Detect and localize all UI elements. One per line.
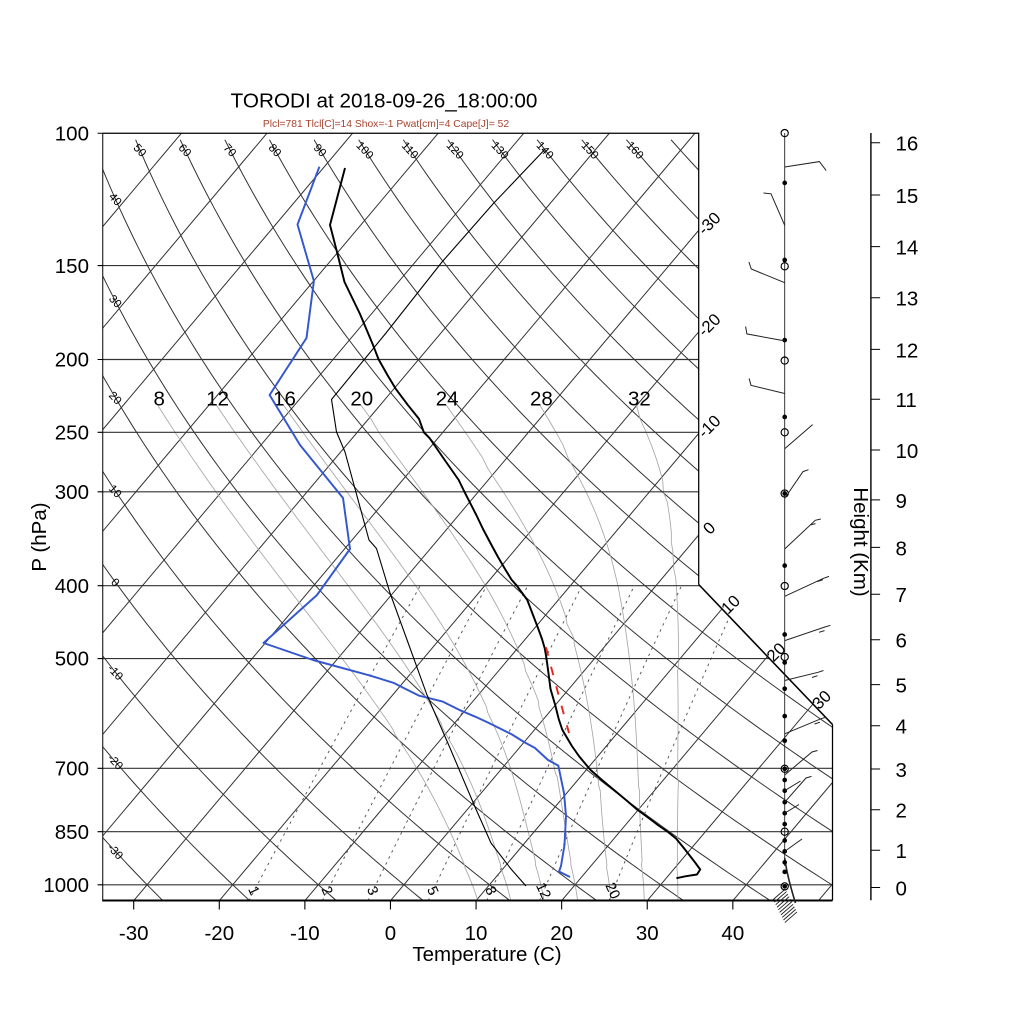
svg-text:8: 8 (896, 537, 907, 560)
svg-text:40: 40 (721, 922, 744, 945)
svg-text:200: 200 (55, 349, 89, 372)
svg-text:Temperature (C): Temperature (C) (412, 943, 561, 966)
svg-text:9: 9 (896, 490, 907, 513)
svg-text:20: 20 (601, 880, 622, 901)
svg-text:7: 7 (896, 584, 907, 607)
svg-text:15: 15 (896, 185, 919, 208)
svg-text:150: 150 (55, 255, 89, 278)
svg-text:TORODI at 2018-09-26_18:00:00: TORODI at 2018-09-26_18:00:00 (231, 90, 538, 113)
svg-text:-20: -20 (204, 922, 234, 945)
svg-text:850: 850 (55, 821, 89, 844)
svg-text:12: 12 (206, 387, 229, 410)
svg-text:100: 100 (55, 122, 89, 145)
svg-text:14: 14 (896, 237, 919, 260)
svg-text:Height (Km): Height (Km) (849, 487, 872, 596)
svg-text:24: 24 (436, 387, 459, 410)
svg-text:12: 12 (532, 880, 553, 901)
svg-text:Plcl=781 Tlcl[C]=14 Shox=-1 Pw: Plcl=781 Tlcl[C]=14 Shox=-1 Pwat[cm]=4 C… (263, 119, 509, 130)
svg-text:2: 2 (896, 800, 907, 823)
svg-text:20: 20 (350, 387, 373, 410)
svg-text:16: 16 (273, 387, 296, 410)
svg-text:12: 12 (896, 339, 919, 362)
svg-text:4: 4 (896, 716, 907, 739)
svg-text:1000: 1000 (43, 874, 89, 897)
svg-text:32: 32 (628, 387, 651, 410)
svg-text:P (hPa): P (hPa) (28, 502, 51, 571)
svg-text:28: 28 (530, 387, 553, 410)
svg-text:6: 6 (896, 630, 907, 653)
svg-text:3: 3 (896, 759, 907, 782)
svg-text:0: 0 (896, 877, 907, 900)
svg-text:700: 700 (55, 758, 89, 781)
svg-text:20: 20 (550, 922, 573, 945)
svg-text:11: 11 (896, 389, 917, 412)
svg-text:1: 1 (896, 840, 907, 863)
svg-text:16: 16 (896, 133, 919, 156)
svg-text:13: 13 (896, 288, 919, 311)
svg-text:-30: -30 (119, 922, 149, 945)
svg-text:0: 0 (385, 922, 396, 945)
svg-text:10: 10 (896, 440, 919, 463)
svg-text:30: 30 (636, 922, 659, 945)
svg-text:5: 5 (896, 675, 907, 698)
svg-text:500: 500 (55, 648, 89, 671)
svg-text:250: 250 (55, 422, 89, 445)
svg-text:8: 8 (154, 387, 165, 410)
svg-text:300: 300 (55, 481, 89, 504)
svg-text:-10: -10 (290, 922, 320, 945)
svg-text:10: 10 (465, 922, 488, 945)
svg-text:400: 400 (55, 575, 89, 598)
